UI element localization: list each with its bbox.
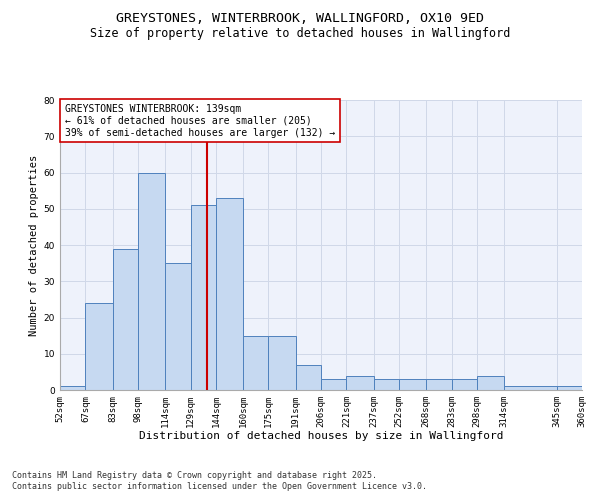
Bar (85, 303, 113, 390)
Bar (216, 198, 243, 390)
Bar (399, 379, 426, 390)
Text: GREYSTONES, WINTERBROOK, WALLINGFORD, OX10 9ED: GREYSTONES, WINTERBROOK, WALLINGFORD, OX… (116, 12, 484, 26)
Bar (557, 386, 582, 390)
Bar (113, 248, 138, 390)
Bar (477, 376, 504, 390)
Bar (243, 336, 268, 390)
Text: GREYSTONES WINTERBROOK: 139sqm
← 61% of detached houses are smaller (205)
39% of: GREYSTONES WINTERBROOK: 139sqm ← 61% of … (65, 104, 335, 138)
Bar (268, 336, 296, 390)
Bar (321, 379, 346, 390)
Bar (504, 386, 557, 390)
Bar (374, 379, 399, 390)
Bar (138, 172, 165, 390)
Text: Contains HM Land Registry data © Crown copyright and database right 2025.: Contains HM Land Registry data © Crown c… (12, 471, 377, 480)
Text: Size of property relative to detached houses in Wallingford: Size of property relative to detached ho… (90, 28, 510, 40)
Text: Contains public sector information licensed under the Open Government Licence v3: Contains public sector information licen… (12, 482, 427, 491)
Y-axis label: Number of detached properties: Number of detached properties (29, 154, 40, 336)
Bar (191, 205, 216, 390)
Bar (296, 364, 321, 390)
Bar (426, 379, 452, 390)
Bar (165, 263, 191, 390)
Bar (346, 376, 374, 390)
Bar (60, 386, 85, 390)
X-axis label: Distribution of detached houses by size in Wallingford: Distribution of detached houses by size … (139, 432, 503, 442)
Bar (452, 379, 477, 390)
